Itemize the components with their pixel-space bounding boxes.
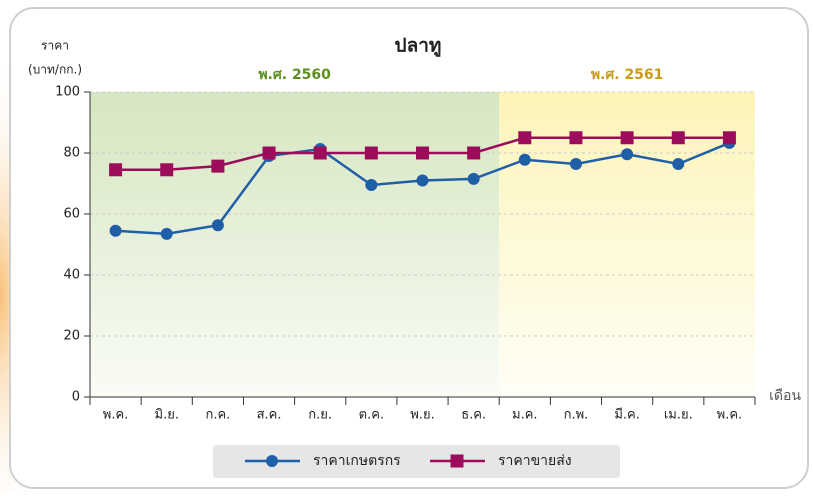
x-tick-label: มี.ค. — [614, 407, 640, 423]
period-label: พ.ศ. 2560 — [258, 67, 331, 83]
point — [569, 131, 583, 145]
point — [518, 153, 531, 166]
x-tick-label: พ.ค. — [103, 408, 129, 423]
y-tick-label: 100 — [55, 85, 80, 100]
x-tick-label: ก.พ. — [564, 408, 589, 423]
x-tick-label: พ.ย. — [410, 408, 434, 423]
legend-marker — [266, 455, 278, 467]
y-tick-label: 40 — [63, 268, 80, 283]
point — [160, 163, 174, 177]
x-axis-label: เดือน — [769, 388, 801, 404]
point — [722, 131, 736, 145]
point — [364, 146, 378, 160]
x-tick-label: ธ.ค. — [461, 408, 486, 423]
point — [569, 157, 582, 170]
x-tick-label: ม.ค. — [512, 408, 538, 423]
x-tick-label: ก.ย. — [308, 408, 332, 423]
y-axis-label: ราคา — [41, 39, 69, 53]
y-tick-label: 20 — [63, 329, 80, 344]
point — [109, 224, 122, 237]
legend-label: ราคาเกษตรกร — [313, 453, 401, 469]
x-tick-label: ส.ค. — [257, 408, 282, 423]
point — [365, 179, 378, 192]
point — [416, 146, 429, 160]
x-tick-label: มิ.ย. — [155, 408, 179, 423]
point — [518, 131, 532, 145]
point — [262, 146, 276, 160]
point — [211, 159, 225, 173]
point — [211, 219, 224, 232]
point — [672, 157, 685, 170]
y-tick-label: 0 — [72, 390, 80, 405]
legend — [213, 445, 620, 478]
point — [620, 131, 634, 145]
x-tick-label: ต.ค. — [359, 408, 384, 423]
y-axis-unit: (บาท/กก.) — [28, 63, 82, 77]
y-tick-label: 60 — [63, 207, 80, 222]
chart-title: ปลาทู — [395, 35, 442, 58]
x-tick-label: ก.ค. — [205, 408, 230, 423]
y-tick-label: 80 — [63, 146, 80, 161]
point — [109, 163, 123, 177]
point — [467, 146, 481, 160]
period-label: พ.ศ. 2561 — [591, 67, 664, 83]
x-tick-label: เม.ย. — [664, 408, 693, 423]
point — [416, 174, 429, 187]
point — [671, 131, 685, 145]
point — [621, 148, 634, 161]
point — [160, 227, 173, 240]
x-tick-label: พ.ค. — [717, 408, 743, 423]
period-background — [90, 92, 500, 397]
point — [313, 146, 327, 160]
legend-label: ราคาขายส่ง — [498, 453, 572, 469]
point — [467, 172, 480, 185]
legend-marker — [450, 454, 464, 468]
